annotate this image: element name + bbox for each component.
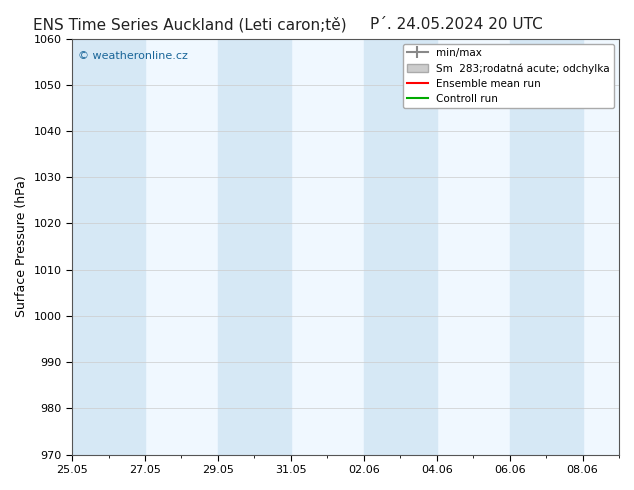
Bar (364, 39, 437, 455)
Bar (218, 39, 291, 455)
Legend: min/max, Sm  283;rodatná acute; odchylka, Ensemble mean run, Controll run: min/max, Sm 283;rodatná acute; odchylka,… (403, 44, 614, 108)
Bar (510, 39, 583, 455)
Bar (72, 39, 145, 455)
Text: ENS Time Series Auckland (Leti caron;tě): ENS Time Series Auckland (Leti caron;tě) (34, 17, 347, 33)
Text: © weatheronline.cz: © weatheronline.cz (77, 51, 188, 61)
Text: P´. 24.05.2024 20 UTC: P´. 24.05.2024 20 UTC (370, 17, 543, 32)
Y-axis label: Surface Pressure (hPa): Surface Pressure (hPa) (15, 176, 28, 318)
